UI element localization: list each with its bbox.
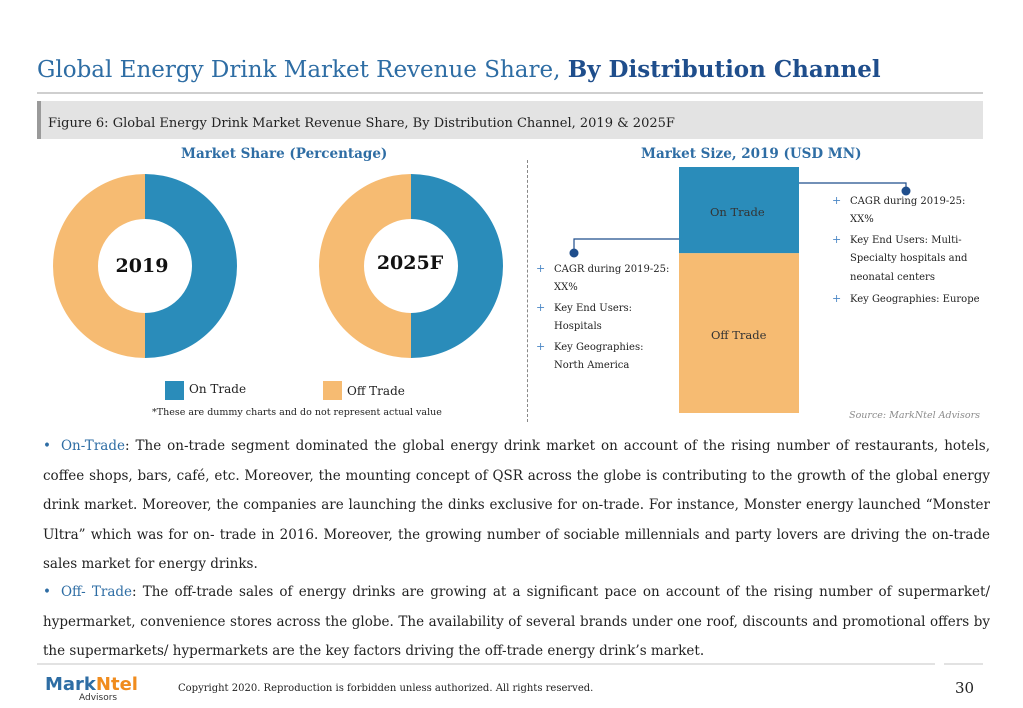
footer-divider-short	[944, 663, 983, 665]
page-number: 30	[955, 679, 975, 697]
copyright-text: Copyright 2020. Reproduction is forbidde…	[178, 683, 594, 694]
market-share-panel-title: Market Share (Percentage)	[181, 146, 388, 162]
off-trade-annotation-line: North America	[536, 360, 669, 380]
bar-segment-on-trade	[679, 167, 799, 254]
on-trade-annotation-line-text: Key End Users: Multi-	[850, 235, 962, 246]
legend-label-on-trade: On Trade	[189, 382, 247, 396]
off-trade-annotation-line-text: Key Geographies:	[554, 342, 644, 353]
on-trade-annotation-line: + CAGR during 2019-25:	[832, 194, 980, 214]
legend-label-off-trade: Off Trade	[347, 384, 405, 398]
figure-caption: Figure 6: Global Energy Drink Market Rev…	[48, 116, 675, 131]
stacked-bar-chart	[679, 167, 799, 413]
off-trade-paragraph: • Off- Trade: The off-trade sales of ener…	[43, 578, 990, 667]
footer-divider	[37, 663, 935, 665]
title-divider	[37, 92, 983, 94]
off-trade-annotation-line-text: CAGR during 2019-25:	[554, 264, 670, 275]
market-size-panel-title: Market Size, 2019 (USD MN)	[641, 146, 862, 162]
on-trade-annotation-line-text: Specialty hospitals and	[850, 252, 968, 264]
on-trade-text: : The on-trade segment dominated the glo…	[43, 438, 990, 572]
plus-icon: +	[536, 262, 546, 275]
plus-icon: +	[832, 291, 842, 305]
off-trade-annotation-line: Hospitals	[536, 321, 669, 341]
off-trade-lead: Off- Trade	[60, 584, 132, 600]
bar-segment-off-trade	[679, 253, 799, 413]
donut-slice-off-trade	[319, 174, 411, 358]
figure-caption-bar	[37, 101, 983, 139]
logo-mark-text: Mark	[45, 674, 96, 695]
off-trade-text: : The off-trade sales of energy drinks a…	[43, 584, 990, 659]
page-title-regular: Global Energy Drink Market Revenue Share…	[37, 57, 568, 83]
on-trade-annotation-line-text: Key Geographies: Europe	[850, 293, 980, 305]
on-trade-lead: On-Trade	[60, 438, 125, 454]
bar-label-off-trade: Off Trade	[711, 328, 767, 342]
donut-2019-center-label: 2019	[116, 255, 169, 277]
on-trade-paragraph: • On-Trade: The on-trade segment dominate…	[43, 432, 990, 580]
off-trade-annotation-line: + CAGR during 2019-25:	[536, 262, 669, 282]
plus-icon: +	[536, 340, 546, 353]
on-trade-annotation-line-text: XX%	[850, 213, 874, 225]
on-trade-annotation-line: neonatal centers	[832, 272, 980, 292]
bullet-dot: •	[43, 584, 51, 600]
page-title-bold: By Distribution Channel	[567, 56, 881, 83]
panel-divider	[527, 160, 528, 422]
off-trade-annotation-line-text: XX%	[554, 281, 578, 293]
off-trade-connector	[573, 238, 679, 253]
plus-icon: +	[832, 194, 842, 207]
off-trade-annotation-line-text: Key End Users:	[554, 303, 633, 314]
off-trade-annotation-line: + Key End Users:	[536, 301, 669, 321]
off-trade-annotation-line: XX%	[536, 282, 669, 302]
marKntel-logo: MarkNtel Advisors	[45, 674, 138, 703]
source-note: Source: MarkNtel Advisors	[849, 410, 980, 421]
donut-chart-2025f: 2025F	[319, 174, 503, 358]
plus-icon: +	[536, 301, 546, 314]
on-trade-annotation-line: + Key End Users: Multi-	[832, 233, 980, 253]
on-trade-annotation-line-text: neonatal centers	[850, 272, 935, 283]
bar-label-on-trade: On Trade	[710, 205, 765, 219]
donut-slice-on-trade	[411, 174, 503, 358]
off-trade-annotation: + CAGR during 2019-25: XX% + Key End Users: H…	[536, 262, 669, 379]
page-title: Global Energy Drink Market Revenue Share…	[37, 56, 881, 83]
donut-slice-on-trade	[145, 174, 237, 358]
off-trade-annotation-line-text: Hospitals	[554, 320, 602, 332]
legend-swatch-on-trade	[165, 381, 184, 400]
on-trade-annotation-line-text: CAGR during 2019-25:	[850, 196, 966, 207]
on-trade-connector	[799, 182, 907, 191]
on-trade-annotation-line: + Key Geographies: Europe	[832, 292, 980, 312]
logo-ntel-text: Ntel	[95, 674, 138, 695]
donut-slice-off-trade	[53, 174, 145, 358]
donut-2025f-center-label: 2025F	[377, 252, 444, 274]
on-trade-annotation: + CAGR during 2019-25: XX% + Key End Users: …	[832, 194, 980, 311]
plus-icon: +	[832, 233, 842, 246]
logo-subtitle: Advisors	[79, 693, 118, 703]
legend-swatch-off-trade	[323, 381, 342, 400]
dummy-chart-note: *These are dummy charts and do not repre…	[152, 407, 442, 418]
off-trade-annotation-line: + Key Geographies:	[536, 340, 669, 360]
logo-wordmark: MarkNtel	[45, 674, 138, 695]
off-trade-connector-dot	[569, 248, 579, 258]
donut-chart-2019: 2019	[53, 174, 237, 358]
off-trade-annotation-line-text: North America	[554, 359, 630, 371]
on-trade-annotation-line: XX%	[832, 214, 980, 234]
bullet-dot: •	[43, 438, 51, 454]
on-trade-annotation-line: Specialty hospitals and	[832, 253, 980, 273]
